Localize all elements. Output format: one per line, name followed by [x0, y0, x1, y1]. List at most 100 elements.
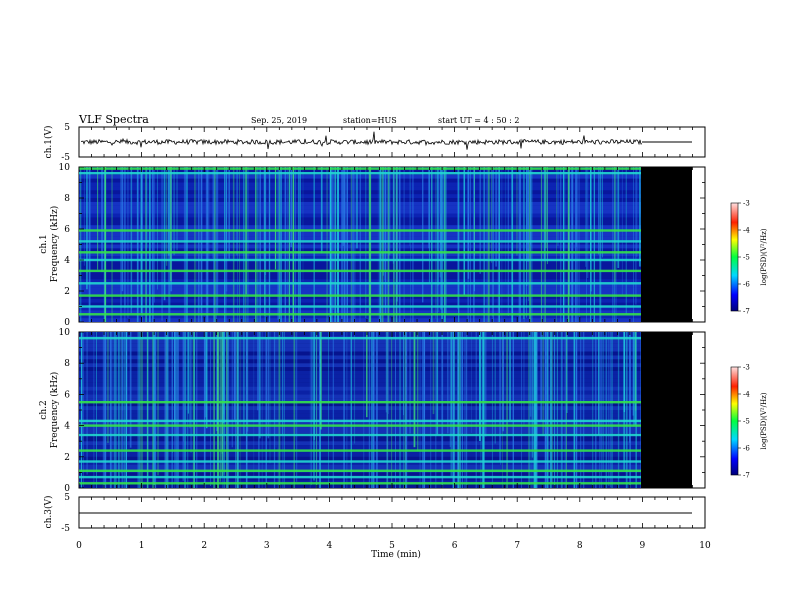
spectrogram-streak: [449, 332, 451, 448]
spectrogram-streak: [103, 167, 106, 322]
freq-tick-label: 10: [59, 328, 71, 338]
spectrogram-streak: [560, 332, 562, 488]
spectrogram-noise-band: [79, 378, 643, 383]
spectrogram-streak: [607, 332, 610, 486]
spectrogram-streak: [417, 332, 419, 452]
spectrogram-streak: [540, 167, 542, 322]
spectrogram-noise-band: [79, 355, 643, 360]
spectrogram-streak: [586, 167, 589, 278]
spectrogram-streak: [284, 332, 285, 488]
spectrogram-streak: [564, 332, 567, 488]
spectrogram-streak: [546, 332, 548, 488]
spectrogram-noise-band: [79, 359, 643, 364]
spectrogram-noise-band: [79, 456, 643, 461]
spectrogram-streak: [127, 332, 128, 426]
spectrogram-streak: [118, 332, 120, 488]
spectrogram-streak: [141, 332, 143, 488]
spectrogram-streak: [492, 332, 493, 482]
ch2-spectrogram-ylabel-line2: Frequency (kHz): [49, 372, 60, 449]
spectrogram-streak: [290, 167, 292, 247]
time-tick-label: 2: [201, 541, 207, 551]
spectrogram-streak: [269, 332, 271, 464]
spectrogram-noise-band: [79, 382, 643, 387]
spectrogram-streak: [146, 167, 148, 322]
spectrogram-streak: [243, 167, 245, 322]
spectrogram-streak: [166, 332, 168, 488]
spectrogram-streak: [194, 332, 195, 488]
spectrogram-streak: [547, 332, 549, 488]
ch1-ytick-top: 5: [64, 123, 70, 133]
spectrogram-noise-band: [79, 332, 643, 336]
spectrogram-streak: [451, 332, 453, 423]
spectrogram-streak: [331, 167, 334, 322]
spectrogram-streak: [111, 167, 113, 322]
spectrogram-streak: [187, 332, 190, 414]
spectrogram-streak: [580, 332, 582, 488]
spectrogram-streak: [152, 332, 154, 488]
spectrogram-streak: [81, 332, 84, 442]
ch2-spectrogram-image: [79, 332, 643, 488]
colorbar-tick-label: -4: [743, 227, 750, 235]
spectrogram-streak: [346, 332, 348, 488]
spectrogram-streak: [244, 167, 247, 322]
spectrogram-streak: [386, 332, 388, 488]
spectrogram-tone-line: [79, 167, 643, 170]
spectrogram-streak: [235, 332, 236, 488]
spectrogram-noise-band: [79, 410, 643, 414]
spectrogram-streak: [371, 332, 373, 488]
spectrogram-streak: [530, 332, 532, 417]
figure-title: VLF Spectra: [78, 113, 149, 126]
spectrogram-streak: [428, 167, 430, 249]
date-label: Sep. 25, 2019: [251, 116, 307, 125]
spectrogram-streak: [500, 332, 502, 465]
spectrogram-streak: [409, 332, 411, 434]
spectrogram-streak: [497, 167, 500, 322]
spectrogram-streak: [405, 332, 407, 488]
spectrogram-streak: [377, 167, 379, 322]
spectrogram-streak: [509, 332, 511, 420]
spectrogram-streak: [166, 167, 168, 266]
spectrogram-noise-band: [79, 386, 643, 391]
spectrogram-streak: [334, 167, 336, 322]
spectrogram-streak: [332, 332, 334, 488]
spectrogram-streak: [183, 167, 186, 322]
spectrogram-streak: [533, 332, 535, 488]
spectrogram-streak: [206, 332, 208, 429]
ch1-colorbar: [730, 202, 739, 312]
spectrogram-streak: [342, 167, 345, 246]
spectrogram-streak: [546, 167, 548, 265]
spectrogram-tone-line: [79, 313, 643, 316]
spectrogram-streak: [101, 167, 103, 273]
freq-tick-label: 6: [64, 225, 70, 235]
spectrogram-streak: [337, 167, 339, 322]
spectrogram-streak: [385, 332, 387, 413]
spectrogram-streak: [228, 167, 230, 259]
spectrogram-streak: [495, 167, 497, 267]
spectrogram-streak: [316, 332, 318, 488]
spectrogram-streak: [280, 167, 282, 322]
spectrogram-streak: [136, 167, 138, 322]
spectrogram-streak: [393, 167, 395, 279]
spectrogram-tone-line: [79, 294, 643, 297]
spectrogram-streak: [186, 167, 188, 322]
spectrogram-streak: [351, 167, 354, 322]
spectrogram-streak: [190, 332, 192, 453]
spectrogram-streak: [491, 332, 493, 488]
spectrogram-streak: [441, 167, 443, 322]
spectrogram-streak: [129, 332, 132, 448]
spectrogram-streak: [399, 332, 401, 488]
spectrogram-streak: [452, 332, 454, 488]
station-label: station=HUS: [343, 116, 397, 125]
spectrogram-streak: [214, 167, 216, 322]
spectrogram-tone-line: [79, 401, 643, 404]
spectrogram-streak: [261, 332, 263, 488]
spectrogram-streak: [356, 167, 358, 249]
spectrogram-streak: [381, 167, 384, 322]
spectrogram-streak: [482, 332, 484, 488]
spectrogram-streak: [437, 167, 440, 312]
spectrogram-streak: [634, 332, 636, 425]
spectrogram-streak: [545, 332, 547, 457]
spectrogram-streak: [313, 167, 315, 322]
spectrogram-streak: [267, 332, 270, 439]
spectrogram-streak: [359, 167, 361, 322]
